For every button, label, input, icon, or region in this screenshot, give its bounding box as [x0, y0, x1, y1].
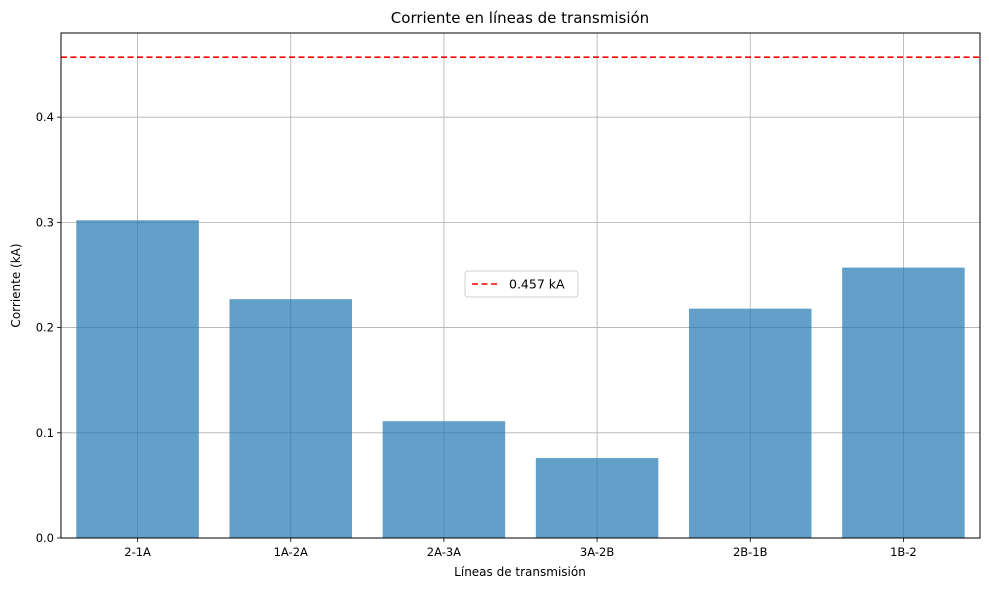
x-tick-label: 2B-1B: [733, 545, 768, 559]
legend-label: 0.457 kA: [509, 277, 565, 292]
bar-2A-3A: [382, 421, 506, 538]
y-tick-label: 0.1: [36, 426, 54, 440]
y-tick-label: 0.0: [36, 531, 54, 545]
legend: 0.457 kA: [464, 270, 579, 298]
chart-title: Corriente en líneas de transmisión: [391, 9, 649, 27]
x-tick-label: 1A-2A: [274, 545, 308, 559]
bar-3A-2B: [535, 458, 659, 538]
y-tick-label: 0.3: [36, 215, 54, 229]
plot-frame: [60, 32, 981, 539]
x-tick-label: 3A-2B: [580, 545, 614, 559]
x-tick-label: 2-1A: [124, 545, 151, 559]
bar-2B-1B: [688, 308, 812, 538]
x-axis: 2-1A 1A-2A 2A-3A 3A-2B 2B-1B 1B-2: [124, 538, 917, 559]
y-tick-label: 0.2: [36, 321, 54, 335]
legend-box: [464, 270, 579, 298]
y-axis-label: Corriente (kA): [9, 243, 23, 327]
bar-1B-2: [842, 267, 965, 538]
y-tick-label: 0.4: [36, 110, 54, 124]
bar-1A-2A: [229, 299, 353, 538]
bars: [76, 220, 965, 539]
x-tick-label: 1B-2: [890, 545, 917, 559]
x-axis-label: Líneas de transmisión: [454, 565, 586, 579]
y-axis: 0.0 0.1 0.2 0.3 0.4: [36, 110, 61, 545]
bar-2-1A: [76, 220, 199, 539]
x-tick-label: 2A-3A: [427, 545, 461, 559]
